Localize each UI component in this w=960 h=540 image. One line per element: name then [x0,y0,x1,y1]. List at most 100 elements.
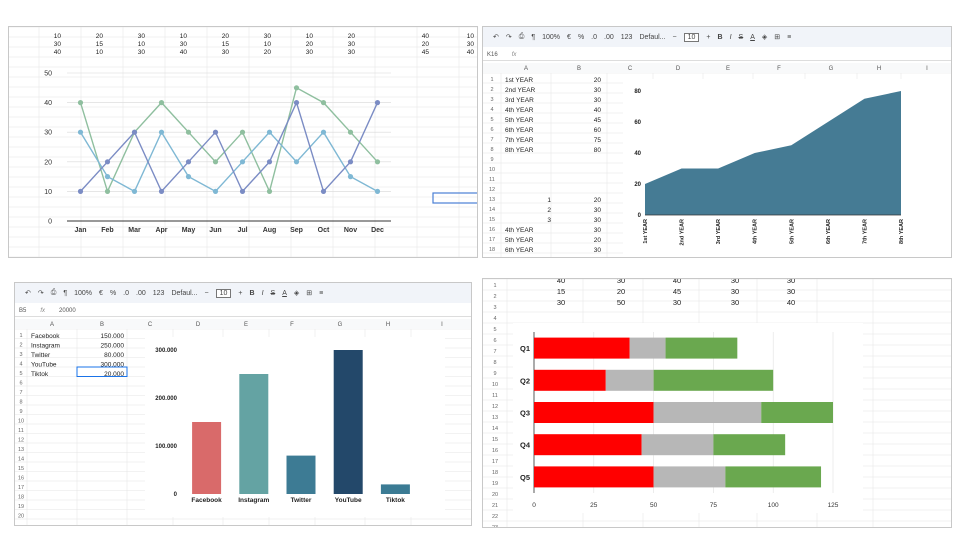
cell-value: 75 [594,137,602,144]
fill-color-icon[interactable]: ◈ [761,34,768,41]
fill-color-icon[interactable]: ◈ [293,290,300,297]
x-tick-label: 100 [768,502,779,509]
decimal-decrease-button[interactable]: .0 [591,33,598,41]
data-point [239,159,246,165]
decimal-decrease-button[interactable]: .0 [123,289,130,297]
bar [192,422,222,494]
name-box[interactable]: K16 [487,51,498,58]
percent-button[interactable]: % [577,33,585,41]
text-color-button[interactable]: A [282,289,287,297]
series-line [79,130,378,193]
currency-button[interactable]: € [99,289,103,297]
strikethrough-button[interactable]: S [738,33,744,41]
align-icon[interactable]: ≡ [787,33,792,41]
data-point [104,159,111,165]
x-tick-label: 0 [532,502,536,509]
name-box[interactable]: B5 [19,307,27,314]
text-color-button[interactable]: A [750,33,755,41]
paint-format-icon[interactable]: ¶ [63,289,68,297]
italic-button[interactable]: I [729,33,732,41]
font-size-input[interactable]: 10 [683,32,700,42]
row-number: 3 [490,97,493,103]
font-size-minus[interactable]: − [204,289,209,297]
row-number: 5 [490,117,493,123]
x-tick-label: 6th YEAR [826,219,832,244]
currency-button[interactable]: € [567,33,571,41]
bar-segment [534,434,642,456]
cell-value: 20 [348,33,356,40]
cell-value: 30 [594,87,602,94]
x-tick-label: 1st YEAR [643,219,649,244]
cell-value: 15 [557,287,565,296]
font-size-plus[interactable]: + [706,33,711,41]
cell-value: 15 [96,41,104,48]
number-format-button[interactable]: 123 [620,33,633,41]
x-tick-label: Mar [128,227,141,234]
row-number: 11 [492,393,498,399]
column-header: F [290,322,294,328]
number-format-button[interactable]: 123 [152,289,165,297]
cell-value: 10 [467,33,475,40]
bar [286,455,316,494]
y-tick-label: Q1 [520,344,530,353]
cell-value: 30 [594,247,602,254]
paint-format-icon[interactable]: ¶ [531,33,536,41]
row-number: 10 [18,419,24,425]
cell-value: 30 [348,49,356,56]
bold-button[interactable]: B [717,33,723,41]
bold-button[interactable]: B [249,289,255,297]
cell-value: 30 [54,41,62,48]
x-tick-label: Feb [101,227,113,234]
cell-label: Instagram [31,343,60,350]
cell-value: 80.000 [104,352,124,359]
print-icon[interactable]: ⎙ [518,33,525,40]
decimal-increase-button[interactable]: .00 [604,33,614,41]
selected-cell[interactable] [432,192,478,204]
font-select[interactable]: Defaul... [171,289,198,297]
font-size-plus[interactable]: + [238,289,243,297]
redo-icon[interactable]: ↷ [505,34,512,41]
cell-value: 20 [306,41,314,48]
bar-segment [761,402,833,423]
font-select[interactable]: Defaul... [639,33,666,41]
cell-value: 2 [547,207,551,214]
cell-value: 20.000 [104,371,124,378]
column-chart-svg: A B C D E F G H I1234567891011121314151617181920… [15,319,471,525]
borders-icon[interactable]: ⊞ [774,34,781,41]
x-tick-label: Instagram [238,497,269,504]
cell-value: 40 [467,49,475,56]
y-tick-label: Q4 [520,441,531,450]
row-number: 17 [489,237,495,243]
zoom-select[interactable]: 100% [542,33,561,41]
font-size-minus[interactable]: − [672,33,677,41]
font-size-input[interactable]: 10 [215,288,232,298]
print-icon[interactable]: ⎙ [50,289,57,296]
y-tick-label: 20 [44,159,52,166]
cell-value: 20 [222,33,230,40]
redo-icon[interactable]: ↷ [37,290,44,297]
x-tick-label: May [182,227,196,234]
cell-value: 10 [306,33,314,40]
decimal-increase-button[interactable]: .00 [136,289,146,297]
y-tick-label: 0 [638,213,642,219]
align-icon[interactable]: ≡ [319,289,324,297]
row-number: 2 [490,87,493,93]
cell-value: 20 [264,49,272,56]
fx-icon: fx [511,51,517,58]
percent-button[interactable]: % [109,289,117,297]
cell-value: 30 [594,217,602,224]
italic-button[interactable]: I [261,289,264,297]
zoom-select[interactable]: 100% [74,289,93,297]
undo-icon[interactable]: ↶ [25,290,31,297]
row-number: 11 [18,428,24,434]
column-header: I [926,66,928,72]
formula-value[interactable]: 20000 [59,307,76,314]
area-fill [645,91,901,215]
undo-icon[interactable]: ↶ [493,34,499,41]
data-point [320,129,327,135]
row-number: 17 [18,485,24,491]
row-number: 21 [492,503,498,509]
strikethrough-button[interactable]: S [270,289,276,297]
borders-icon[interactable]: ⊞ [306,290,313,297]
y-tick-label: 300.000 [155,348,177,354]
